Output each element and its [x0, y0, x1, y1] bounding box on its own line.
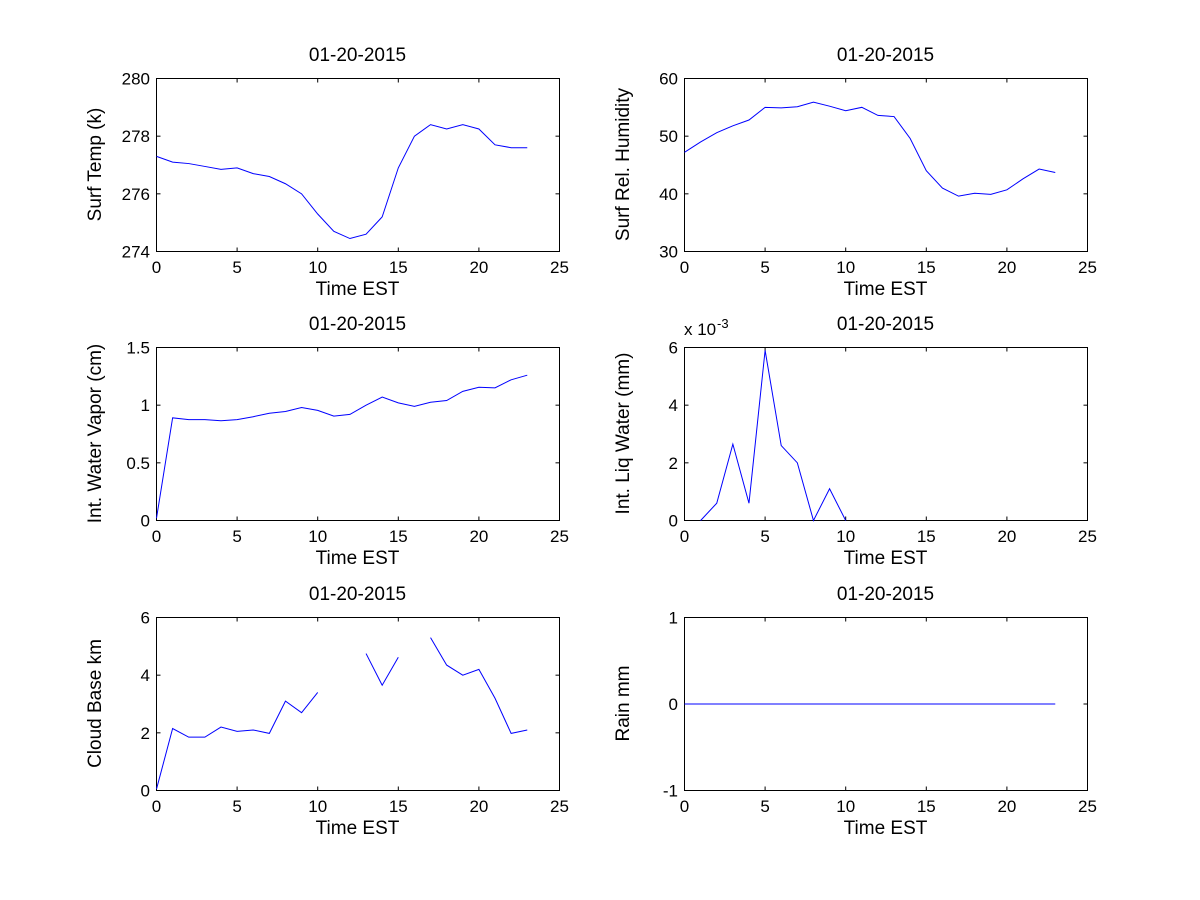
y-tick-label: 276 [122, 185, 150, 204]
y-axis-label: Rain mm [613, 665, 634, 741]
y-axis-label: Surf Temp (k) [85, 108, 106, 222]
plot-frame [684, 347, 1088, 521]
x-tick-label: 15 [389, 527, 408, 546]
y-axis-exponent: x 10 [684, 320, 716, 339]
plot-frame [684, 78, 1088, 252]
x-tick-label: 15 [389, 258, 408, 277]
x-axis-label: Time EST [316, 279, 400, 300]
y-tick-label: 0 [141, 782, 150, 801]
y-tick-label: 1.5 [126, 339, 150, 358]
chart-panel-int-liq-water: 0 5 10 15 20 25 0 2 4 6 01-20-2015 Time EST Int. Liq… [613, 314, 1097, 569]
chart-title: 01-20-2015 [309, 584, 406, 605]
y-tick-label: -1 [663, 782, 678, 801]
y-tick-label: 50 [659, 127, 678, 146]
x-axis-label: Time EST [844, 818, 928, 839]
x-tick-label: 15 [917, 527, 936, 546]
series-line [684, 101, 1056, 197]
y-tick-label: 0 [141, 512, 150, 531]
x-tick-label: 10 [836, 527, 855, 546]
y-axis-label: Surf Rel. Humidity [613, 87, 634, 241]
y-tick-label: 2 [141, 724, 150, 743]
y-tick-label: 1 [669, 609, 678, 628]
chart-title: 01-20-2015 [837, 584, 934, 605]
x-tick-label: 10 [308, 258, 327, 277]
chart-panel-surf-rel-humidity: 0 5 10 15 20 25 30 40 50 60 01-20-2015 Time EST Surf… [613, 45, 1097, 300]
x-tick-label: 25 [1078, 258, 1097, 277]
x-axis-label: Time EST [316, 548, 400, 569]
x-tick-label: 25 [1078, 527, 1097, 546]
x-axis-label: Time EST [844, 548, 928, 569]
series-line [430, 637, 528, 734]
x-tick-label: 0 [680, 258, 689, 277]
y-tick-label: 0.5 [126, 454, 150, 473]
plot-frame [156, 347, 560, 521]
x-tick-label: 20 [997, 258, 1016, 277]
y-tick-label: 274 [122, 243, 150, 262]
y-tick-label: 0 [669, 512, 678, 531]
x-tick-label: 5 [760, 258, 769, 277]
y-tick-label: 278 [122, 127, 150, 146]
x-tick-label: 5 [760, 527, 769, 546]
y-tick-label: 60 [659, 70, 678, 89]
chart-panel-int-water-vapor: 0 5 10 15 20 25 0 0.5 1 1.5 01-20-2015 Time EST Int.… [85, 314, 569, 569]
series-line [365, 653, 399, 687]
series-line [156, 692, 319, 790]
x-tick-label: 10 [308, 527, 327, 546]
x-tick-label: 0 [152, 527, 161, 546]
x-tick-label: 20 [997, 797, 1016, 816]
y-tick-label: 40 [659, 185, 678, 204]
y-axis-label: Int. Liq Water (mm) [613, 353, 634, 515]
x-axis-label: Time EST [316, 818, 400, 839]
x-tick-label: 10 [836, 797, 855, 816]
plot-frame [156, 78, 560, 252]
chart-title: 01-20-2015 [837, 314, 934, 335]
x-tick-label: 25 [1078, 797, 1097, 816]
y-axis-label: Int. Water Vapor (cm) [85, 344, 106, 523]
y-axis-exponent-power: -3 [717, 316, 729, 331]
x-tick-label: 20 [469, 258, 488, 277]
x-tick-label: 25 [550, 797, 569, 816]
series-line [156, 374, 528, 519]
y-tick-label: 6 [669, 339, 678, 358]
y-tick-label: 6 [141, 609, 150, 628]
x-tick-label: 5 [232, 258, 241, 277]
chart-panel-cloud-base: 0 5 10 15 20 25 0 2 4 6 01-20-2015 Time EST Cloud Ba… [85, 584, 569, 839]
y-tick-label: 2 [669, 454, 678, 473]
plot-frame [156, 617, 560, 791]
x-tick-label: 20 [997, 527, 1016, 546]
x-tick-label: 0 [152, 258, 161, 277]
chart-title: 01-20-2015 [837, 45, 934, 66]
x-tick-label: 20 [469, 527, 488, 546]
x-tick-label: 25 [550, 527, 569, 546]
x-tick-label: 0 [152, 797, 161, 816]
y-tick-label: 280 [122, 70, 150, 89]
y-tick-label: 30 [659, 243, 678, 262]
y-tick-label: 4 [669, 396, 678, 415]
x-tick-label: 15 [917, 797, 936, 816]
chart-title: 01-20-2015 [309, 314, 406, 335]
x-tick-label: 10 [308, 797, 327, 816]
chart-title: 01-20-2015 [309, 45, 406, 66]
y-axis-label: Cloud Base km [85, 639, 106, 768]
x-tick-label: 5 [760, 797, 769, 816]
y-tick-label: 1 [141, 396, 150, 415]
x-tick-label: 20 [469, 797, 488, 816]
x-tick-label: 10 [836, 258, 855, 277]
x-tick-label: 25 [550, 258, 569, 277]
x-tick-label: 15 [389, 797, 408, 816]
x-tick-label: 15 [917, 258, 936, 277]
y-tick-label: 4 [141, 666, 150, 685]
series-line [700, 350, 847, 522]
x-tick-label: 5 [232, 797, 241, 816]
series-line [156, 124, 528, 240]
x-tick-label: 0 [680, 797, 689, 816]
x-axis-label: Time EST [844, 279, 928, 300]
x-tick-label: 5 [232, 527, 241, 546]
y-tick-label: 0 [669, 695, 678, 714]
x-tick-label: 0 [680, 527, 689, 546]
chart-panel-surf-temp: 0 5 10 15 20 25 274 276 278 280 01-20-2015 Time EST… [85, 45, 569, 300]
